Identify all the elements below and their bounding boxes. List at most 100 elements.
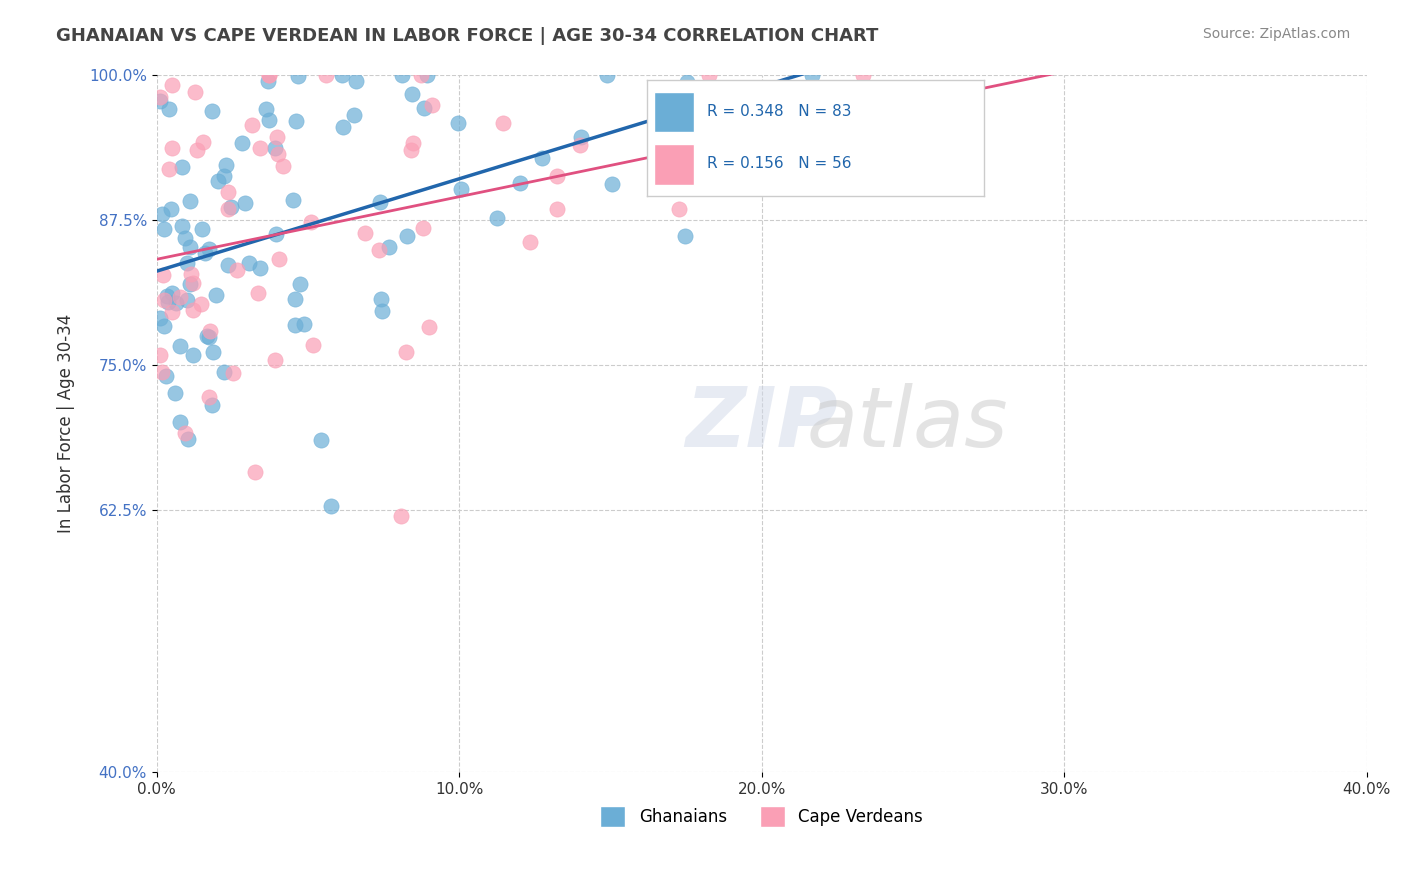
Point	[299, 215, 322, 229]
Point	[195, 328, 218, 343]
Point	[569, 137, 592, 152]
Point	[264, 353, 287, 368]
Point	[259, 113, 281, 128]
Point	[264, 141, 287, 155]
Point	[186, 143, 208, 157]
Point	[198, 390, 221, 404]
Point	[153, 222, 176, 236]
Point	[852, 68, 875, 82]
Point	[159, 202, 181, 217]
Point	[519, 235, 541, 249]
Point	[181, 276, 204, 290]
Point	[321, 500, 343, 514]
Point	[284, 292, 307, 306]
Text: GHANAIAN VS CAPE VERDEAN IN LABOR FORCE | AGE 30-34 CORRELATION CHART: GHANAIAN VS CAPE VERDEAN IN LABOR FORCE …	[56, 27, 879, 45]
Bar	[654, 144, 695, 185]
Point	[257, 68, 280, 82]
Point	[162, 285, 184, 300]
Point	[217, 258, 239, 272]
Point	[149, 348, 172, 362]
Point	[212, 365, 235, 379]
Point	[288, 277, 311, 291]
Point	[492, 115, 515, 129]
Point	[801, 68, 824, 82]
Point	[219, 201, 242, 215]
Bar	[654, 92, 695, 132]
Point	[179, 277, 201, 292]
Point	[152, 318, 174, 333]
Point	[217, 202, 239, 216]
Point	[198, 242, 221, 256]
Point	[181, 348, 204, 362]
Point	[399, 143, 422, 157]
Point	[149, 89, 172, 103]
Point	[395, 344, 418, 359]
Point	[149, 95, 172, 109]
Point	[150, 365, 173, 379]
Point	[240, 118, 263, 132]
Text: R = 0.156   N = 56: R = 0.156 N = 56	[707, 156, 852, 171]
Point	[176, 293, 198, 308]
Point	[157, 294, 180, 309]
Point	[157, 102, 180, 116]
Point	[259, 68, 281, 82]
Point	[153, 293, 176, 307]
Point	[200, 324, 222, 338]
Point	[409, 68, 432, 82]
Point	[215, 158, 238, 172]
Point	[675, 75, 697, 89]
Point	[247, 285, 270, 300]
Point	[231, 136, 253, 150]
Point	[160, 78, 183, 93]
Point	[169, 290, 191, 304]
Point	[370, 292, 392, 306]
Point	[173, 426, 195, 441]
Point	[249, 141, 271, 155]
Point	[446, 116, 468, 130]
Point	[149, 311, 172, 326]
Point	[266, 227, 288, 241]
Point	[256, 74, 278, 88]
Point	[332, 120, 354, 134]
Point	[233, 196, 256, 211]
Point	[156, 289, 179, 303]
Point	[226, 263, 249, 277]
Point	[169, 339, 191, 353]
Point	[416, 68, 439, 82]
Point	[222, 366, 245, 380]
Point	[412, 221, 434, 235]
Point	[254, 102, 277, 116]
Point	[371, 303, 394, 318]
Point	[302, 337, 325, 351]
Point	[172, 160, 194, 174]
Legend: Ghanaians, Cape Verdeans: Ghanaians, Cape Verdeans	[593, 800, 929, 833]
Point	[389, 508, 412, 523]
Point	[165, 386, 187, 401]
Point	[166, 295, 188, 310]
Point	[179, 240, 201, 254]
Point	[212, 169, 235, 183]
Point	[271, 159, 294, 173]
Point	[343, 108, 366, 122]
Point	[217, 185, 239, 199]
Point	[267, 252, 290, 266]
Point	[190, 297, 212, 311]
Point	[284, 318, 307, 332]
Point	[395, 229, 418, 244]
Point	[150, 207, 173, 221]
Point	[509, 176, 531, 190]
Text: ZIP: ZIP	[686, 383, 838, 464]
Point	[249, 260, 271, 275]
Y-axis label: In Labor Force | Age 30-34: In Labor Force | Age 30-34	[58, 314, 75, 533]
Point	[546, 202, 568, 216]
Point	[181, 302, 204, 317]
Point	[155, 368, 177, 383]
Point	[266, 129, 288, 144]
Point	[169, 415, 191, 429]
Point	[205, 287, 228, 301]
Point	[697, 68, 720, 82]
Point	[172, 219, 194, 233]
Text: atlas: atlas	[806, 383, 1008, 464]
Point	[294, 317, 316, 331]
Point	[160, 305, 183, 319]
